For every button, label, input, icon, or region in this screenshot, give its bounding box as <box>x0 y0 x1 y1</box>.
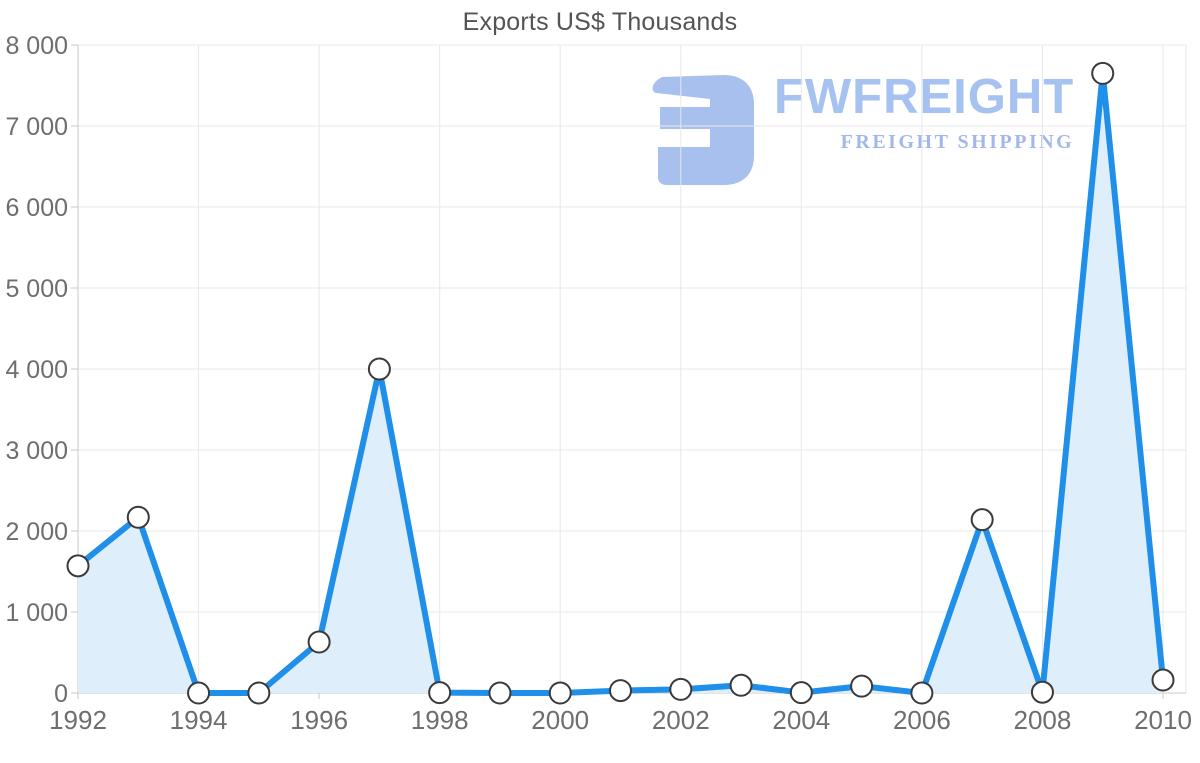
x-axis-label: 2004 <box>772 705 830 735</box>
x-axis-label: 2000 <box>531 705 589 735</box>
x-axis-label: 1996 <box>290 705 348 735</box>
data-point-2003 <box>729 673 753 697</box>
x-axis-label: 1994 <box>170 705 228 735</box>
y-axis-label: 3 000 <box>5 437 68 465</box>
data-point-2005 <box>850 674 874 698</box>
data-point-2008 <box>1030 680 1054 704</box>
data-point-2000 <box>548 681 572 705</box>
y-axis-label: 0 <box>54 680 68 708</box>
x-axis-label: 2010 <box>1134 705 1192 735</box>
data-point-2007 <box>970 508 994 532</box>
x-axis-label: 2008 <box>1014 705 1072 735</box>
data-point-1992 <box>66 554 90 578</box>
y-axis-label: 4 000 <box>5 356 68 384</box>
y-axis-label: 1 000 <box>5 599 68 627</box>
chart-title: Exports US$ Thousands <box>462 8 738 36</box>
y-axis-label: 6 000 <box>5 194 68 222</box>
x-axis-label: 2006 <box>893 705 951 735</box>
data-point-2006 <box>910 681 934 705</box>
data-point-1995 <box>247 681 271 705</box>
data-point-2002 <box>669 677 693 701</box>
y-axis-label: 8 000 <box>5 32 68 60</box>
watermark-text: FWFREIGHT FREIGHT SHIPPING <box>774 66 1074 154</box>
x-axis-label: 1992 <box>49 705 107 735</box>
data-point-1997 <box>367 357 391 381</box>
fwfreight-watermark: FWFREIGHT FREIGHT SHIPPING <box>646 66 1074 188</box>
fwfreight-logo-icon <box>652 75 754 185</box>
y-axis-label: 2 000 <box>5 518 68 546</box>
y-axis-label: 5 000 <box>5 275 68 303</box>
data-point-1998 <box>428 681 452 705</box>
data-point-2004 <box>789 681 813 705</box>
data-point-1996 <box>307 630 331 654</box>
data-point-1993 <box>126 505 150 529</box>
watermark-brand: FWFREIGHT <box>774 70 1075 124</box>
data-point-1999 <box>488 681 512 705</box>
x-axis-label: 2002 <box>652 705 710 735</box>
x-axis-label: 1998 <box>411 705 469 735</box>
data-point-2001 <box>609 679 632 703</box>
data-point-2010 <box>1151 668 1175 692</box>
area-fill <box>78 73 1163 693</box>
data-point-1994 <box>187 681 211 705</box>
data-point-2009 <box>1091 61 1115 85</box>
watermark-tagline: FREIGHT SHIPPING <box>840 130 1075 153</box>
y-axis-label: 7 000 <box>5 113 68 141</box>
